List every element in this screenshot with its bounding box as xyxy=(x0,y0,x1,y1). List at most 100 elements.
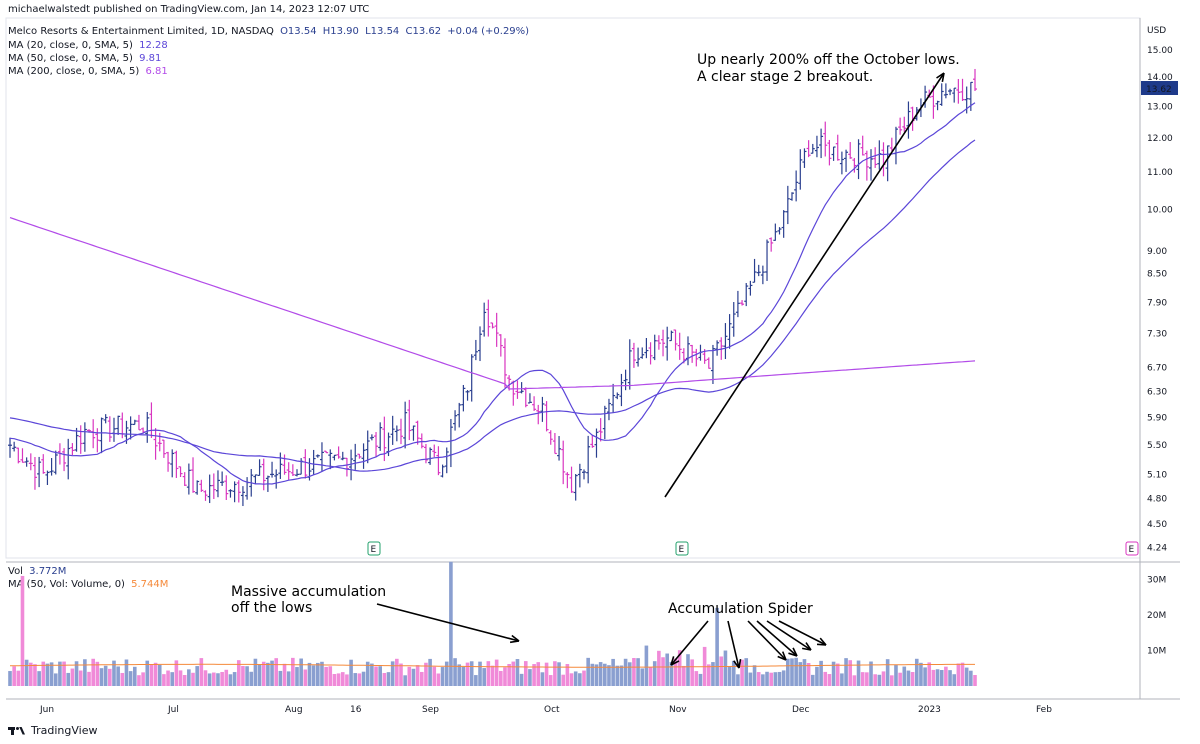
ohlc-bar xyxy=(769,237,774,252)
volume-bar xyxy=(819,660,823,686)
ohlc-bar xyxy=(203,490,208,501)
symbol-legend: Melco Resorts & Entertainment Limited, 1… xyxy=(8,26,529,37)
volume-bar xyxy=(365,661,370,686)
ohlc-bar xyxy=(569,466,574,493)
ma200-legend[interactable]: MA (200, close, 0, SMA, 5) 6.81 xyxy=(8,66,168,77)
volume-bar xyxy=(187,669,191,686)
ohlc-bar xyxy=(182,472,187,486)
ohlc-bar xyxy=(369,434,374,441)
price-tick-label: 4.50 xyxy=(1147,520,1167,530)
volume-bar xyxy=(964,667,969,686)
volume-bar xyxy=(124,659,129,686)
ma20-value: 12.28 xyxy=(139,40,168,51)
ohlc-bar xyxy=(839,151,844,175)
volume-bar xyxy=(706,664,711,686)
price-tick-label: 14.00 xyxy=(1147,73,1173,83)
ohlc-bar xyxy=(428,447,433,465)
volume-bar xyxy=(956,663,961,686)
volume-bar xyxy=(357,673,362,686)
volume-bar xyxy=(465,662,470,686)
ohlc-bar xyxy=(91,419,96,449)
ohlc-bar xyxy=(8,437,12,458)
spider-leg-head xyxy=(788,647,798,657)
close-value: C13.62 xyxy=(405,26,442,37)
ohlc-bar xyxy=(186,463,191,495)
ohlc-bar xyxy=(785,185,790,225)
volume-bar xyxy=(869,661,873,686)
ohlc-bar xyxy=(869,149,874,181)
volume-bar xyxy=(411,668,416,686)
ohlc-bar xyxy=(656,335,661,350)
volume-bar xyxy=(482,668,486,686)
ohlc-bar xyxy=(931,85,936,119)
volume-bar xyxy=(428,658,432,686)
ohlc-bar xyxy=(315,454,320,458)
symbol-title[interactable]: Melco Resorts & Entertainment Limited, 1… xyxy=(8,26,274,37)
volume-bar xyxy=(623,658,628,686)
ohlc-bar xyxy=(760,265,765,285)
volume-bar xyxy=(266,662,270,686)
volume-tick-label: 10M xyxy=(1147,647,1166,657)
ohlc-bar xyxy=(873,147,878,168)
volume-bar xyxy=(756,672,761,686)
ohlc-bar xyxy=(344,457,349,477)
ohlc-bar xyxy=(257,459,262,476)
volume-bar xyxy=(157,664,162,686)
volume-bar xyxy=(586,657,590,686)
volume-bar xyxy=(386,672,391,686)
volume-bar xyxy=(856,660,861,686)
ohlc-bar xyxy=(956,79,961,104)
ohlc-bar xyxy=(611,383,616,413)
ohlc-bar xyxy=(415,420,420,445)
ohlc-bar xyxy=(710,344,715,385)
ma20-legend[interactable]: MA (20, close, 0, SMA, 5) 12.28 xyxy=(8,40,168,51)
ohlc-bar xyxy=(590,435,595,448)
volume-bar xyxy=(931,669,936,686)
tradingview-footer[interactable]: TradingView xyxy=(8,724,97,737)
ohlc-bar xyxy=(232,481,237,503)
ohlc-bar xyxy=(215,470,220,498)
time-tick-label: Oct xyxy=(544,705,560,715)
volume-bar xyxy=(461,666,466,686)
volume-bar xyxy=(761,674,765,686)
ohlc-bar xyxy=(478,326,483,362)
volume-bar xyxy=(935,669,940,686)
ohlc-bar xyxy=(473,339,478,361)
time-tick-label: Dec xyxy=(792,705,809,715)
volume-bar xyxy=(553,661,557,686)
volume-bar xyxy=(191,672,195,686)
ohlc-bar xyxy=(827,139,832,166)
volume-bar xyxy=(324,666,328,686)
price-tick-label: 5.50 xyxy=(1147,441,1167,451)
volume-bar xyxy=(395,658,399,686)
ohlc-bar xyxy=(286,462,291,480)
accumulation-annotation-line1: Massive accumulation xyxy=(231,584,387,600)
volume-bar xyxy=(166,670,170,686)
ohlc-bar xyxy=(465,390,470,401)
ma50-legend[interactable]: MA (50, close, 0, SMA, 5) 9.81 xyxy=(8,53,161,64)
price-tick-label: 6.30 xyxy=(1147,388,1167,398)
volume-bar xyxy=(844,658,848,686)
volume-bar xyxy=(731,660,736,686)
accumulation-arrow xyxy=(376,603,520,642)
volume-bar xyxy=(519,673,524,686)
ohlc-bar xyxy=(207,474,212,504)
ohlc-bar xyxy=(577,463,582,488)
volume-tick-label: 30M xyxy=(1147,576,1166,586)
volume-legend[interactable]: Vol 3.772M xyxy=(8,566,66,577)
volume-bar xyxy=(515,659,520,686)
vol-ma-value: 5.744M xyxy=(131,579,169,590)
ohlc-bar xyxy=(199,479,204,492)
ohlc-bar xyxy=(440,464,445,478)
ohlc-bar xyxy=(532,396,537,411)
ohlc-bar xyxy=(66,438,71,480)
volume-ma-legend[interactable]: MA (50, Vol: Volume, 0) 5.744M xyxy=(8,579,168,590)
volume-bar xyxy=(665,653,669,686)
ohlc-bar xyxy=(224,475,229,500)
volume-bar xyxy=(270,660,274,686)
ohlc-bar xyxy=(490,322,495,329)
price-tick-label: 4.80 xyxy=(1147,495,1167,505)
ohlc-bar xyxy=(319,442,324,472)
price-tick-label: 5.90 xyxy=(1147,413,1167,423)
